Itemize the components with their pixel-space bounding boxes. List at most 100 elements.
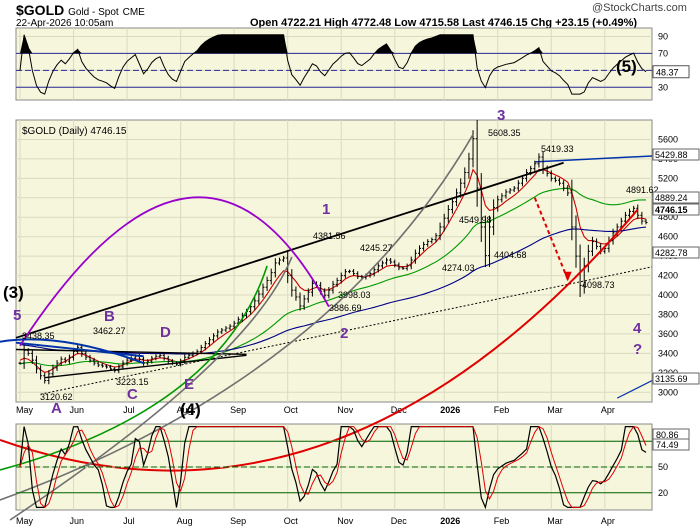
triangle-bottom-line [44, 354, 247, 379]
price-y-tick-label: 3400 [658, 348, 678, 358]
x-tick-label: Apr [601, 516, 615, 526]
x-tick-label: Oct [284, 405, 299, 415]
price-value-label: 4098.73 [582, 280, 615, 290]
exchange-label: CME [122, 7, 145, 18]
watermark-text: @StockCharts.com [592, 2, 687, 14]
right-axis-value-box [652, 372, 700, 385]
price-value-label: 4549.98 [459, 215, 492, 225]
stochastic-y-tick-label: 20 [658, 488, 668, 498]
red-dashed-arrow [533, 197, 569, 280]
x-tick-label: May [16, 405, 34, 415]
price-value-label: 3462.27 [93, 326, 126, 336]
x-tick-label: 2026 [440, 405, 460, 415]
rsi-y-tick-label: 90 [658, 31, 668, 41]
price-y-tick-label: 4800 [658, 212, 678, 222]
x-tick-label: Aug [177, 516, 193, 526]
gray-arc-2 [9, 256, 293, 521]
right-axis-value-box [652, 148, 700, 161]
stochastic-d-line [19, 425, 647, 509]
green-arc [0, 265, 268, 471]
rsi-panel [15, 27, 653, 101]
ohlc-summary: Open 4722.21 High 4772.48 Low 4715.58 La… [250, 17, 638, 29]
wave-label: (4) [180, 400, 201, 419]
x-tick-label: Feb [494, 405, 510, 415]
triangle-top-line [15, 348, 247, 356]
right-axis-value-label: 4282.78 [655, 248, 688, 258]
price-y-tick-label: 3000 [658, 387, 678, 397]
major-trendline [15, 161, 564, 339]
x-tick-label: Jul [123, 405, 135, 415]
right-axis-value-label: 4889.24 [655, 193, 688, 203]
wave-label: ? [633, 341, 642, 358]
x-tick-label: Nov [337, 516, 354, 526]
price-y-tick-label: 5200 [658, 173, 678, 183]
wave-label: B [104, 308, 115, 325]
price-value-label: 4245.27 [360, 243, 393, 253]
red-arc [0, 208, 639, 472]
price-y-tick-label: 5600 [658, 134, 678, 144]
stochastic-y-tick-label: 50 [658, 462, 668, 472]
x-tick-label: May [16, 516, 34, 526]
blue-curve-left [0, 338, 144, 365]
x-tick-label: Jun [70, 516, 85, 526]
watermark: @StockCharts.com [592, 2, 687, 14]
price-panel [15, 119, 653, 403]
rsi-y-tick-label: 70 [658, 48, 668, 58]
x-tick-label: Nov [337, 405, 354, 415]
long-ma-extension [534, 155, 653, 163]
x-tick-label: Dec [391, 516, 408, 526]
rsi-last-value-label: 48.37 [656, 68, 679, 78]
wave-label: D [160, 324, 171, 341]
right-axis-value-box [652, 246, 700, 259]
rsi-line [19, 34, 647, 95]
price-y-tick-label: 4000 [658, 290, 678, 300]
stochastic-last-value-label: 74.49 [656, 440, 679, 450]
price-y-tick-label: 4600 [658, 232, 678, 242]
price-value-label: 4404.68 [494, 250, 527, 260]
price-value-label: 4381.56 [313, 231, 346, 241]
stochastic-last-value-label: 80.86 [656, 430, 679, 440]
x-tick-label: Sep [230, 516, 246, 526]
price-series-title: $GOLD (Daily) 4746.15 [22, 126, 127, 137]
right-axis-value-box [652, 191, 700, 204]
symbol-title: $GOLD Gold - Spot CME [16, 2, 145, 18]
x-tick-label: Mar [547, 405, 563, 415]
right-axis-value-label: 3135.69 [655, 374, 688, 384]
price-y-tick-label: 4200 [658, 271, 678, 281]
price-value-label: 3120.62 [40, 392, 73, 402]
x-tick-label: Oct [284, 516, 299, 526]
dotted-channel-line [40, 266, 653, 395]
x-tick-label: Apr [601, 405, 615, 415]
price-value-label: 5608.35 [488, 128, 521, 138]
price-y-tick-label: 3600 [658, 329, 678, 339]
symbol-label: $GOLD [16, 2, 65, 18]
price-value-label: 3886.69 [329, 303, 362, 313]
right-axis-value-label: 5429.88 [655, 150, 688, 160]
price-value-label: 5419.33 [541, 144, 574, 154]
wave-label: 3 [497, 107, 505, 124]
price-value-label: 3998.03 [338, 290, 371, 300]
price-value-label: 4891.62 [626, 185, 659, 195]
price-value-label: 3223.15 [116, 377, 149, 387]
ma-mid-line [19, 187, 646, 367]
x-tick-label: Jul [123, 516, 135, 526]
x-tick-label: Dec [391, 405, 408, 415]
wave-label: 2 [340, 325, 348, 342]
right-axis-value-box [652, 203, 700, 216]
wave-label-5-rsi: (5) [616, 57, 637, 76]
ma-long-line [19, 226, 647, 355]
x-tick-label: Feb [494, 516, 510, 526]
x-tick-label: Jun [70, 405, 85, 415]
rsi-last-value-box [652, 65, 690, 79]
rsi-y-tick-label: 30 [658, 82, 668, 92]
x-tick-label: Aug [177, 405, 193, 415]
wave-label: 4 [633, 320, 642, 337]
wave-label: A [51, 400, 62, 417]
price-value-label: 3438.35 [22, 331, 55, 341]
wave-label: C [127, 386, 138, 403]
right-axis-value-label: 4746.15 [655, 205, 688, 215]
wave-label: 5 [13, 307, 21, 324]
x-tick-label: 2026 [440, 516, 460, 526]
red-arrowhead [563, 271, 572, 282]
